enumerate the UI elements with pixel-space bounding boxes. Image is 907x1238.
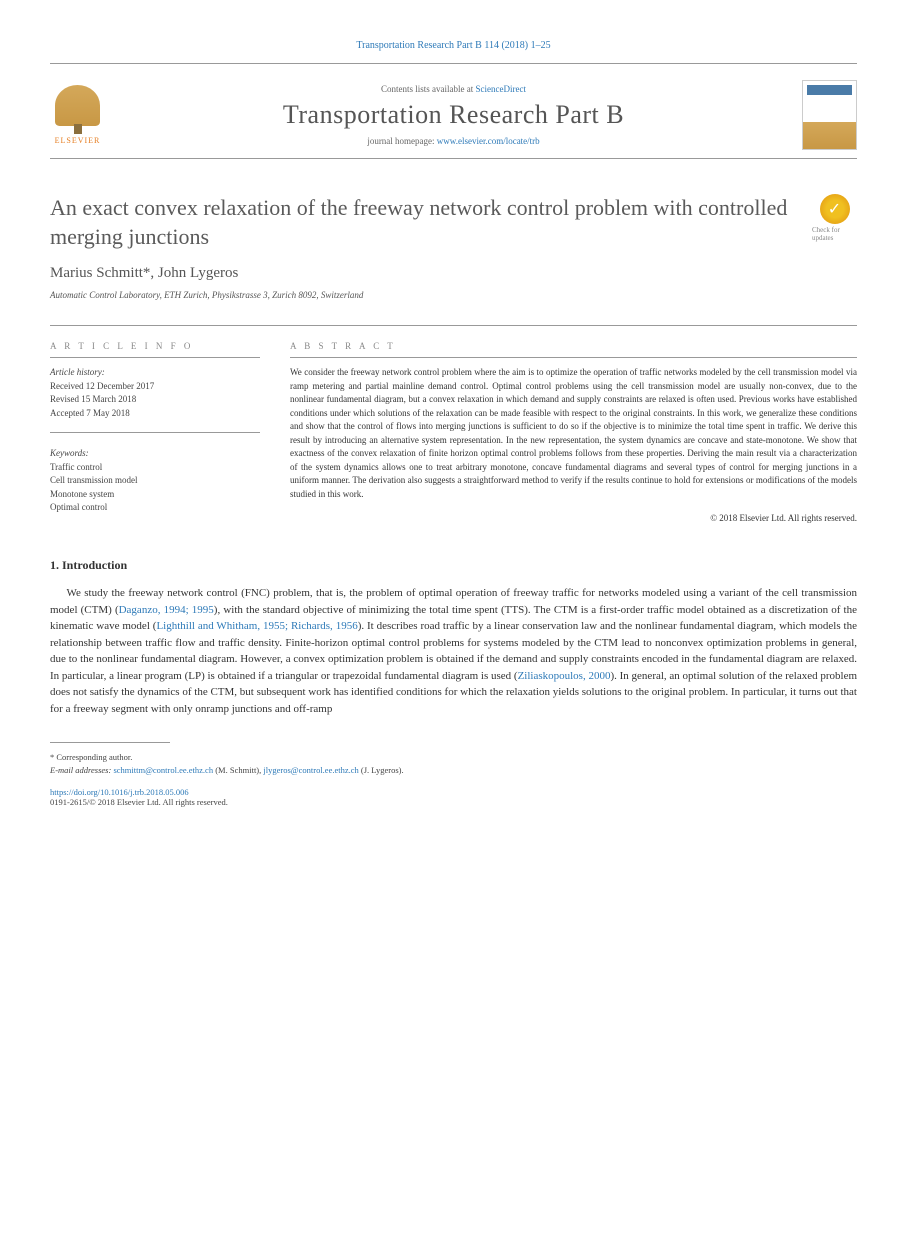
title-section: An exact convex relaxation of the freewa… — [50, 194, 857, 251]
abstract: A B S T R A C T We consider the freeway … — [290, 341, 857, 523]
keywords-label: Keywords: — [50, 447, 260, 461]
introduction-section: 1. Introduction We study the freeway net… — [50, 558, 857, 717]
keyword: Cell transmission model — [50, 474, 260, 488]
check-updates-icon: ✓ — [820, 194, 850, 224]
info-abstract-row: A R T I C L E I N F O Article history: R… — [50, 325, 857, 523]
received-date: Received 12 December 2017 — [50, 380, 260, 394]
citation-link[interactable]: Daganzo, 1994; 1995 — [119, 604, 214, 616]
copyright: © 2018 Elsevier Ltd. All rights reserved… — [290, 513, 857, 523]
doi-link[interactable]: https://doi.org/10.1016/j.trb.2018.05.00… — [50, 787, 189, 797]
sciencedirect-link[interactable]: ScienceDirect — [476, 84, 526, 94]
divider — [50, 63, 857, 64]
email-line: E-mail addresses: schmittm@control.ee.et… — [50, 764, 857, 777]
citation-header: Transportation Research Part B 114 (2018… — [50, 40, 857, 51]
email-link[interactable]: jlygeros@control.ee.ethz.ch — [263, 765, 358, 775]
issn-line: 0191-2615/© 2018 Elsevier Ltd. All right… — [50, 797, 857, 807]
history-label: Article history: — [50, 366, 260, 380]
footnote-separator — [50, 742, 170, 743]
doi-line: https://doi.org/10.1016/j.trb.2018.05.00… — [50, 787, 857, 797]
email-name: (J. Lygeros). — [359, 765, 404, 775]
email-label: E-mail addresses: — [50, 765, 113, 775]
journal-name: Transportation Research Part B — [120, 100, 787, 130]
keyword: Optimal control — [50, 501, 260, 515]
accepted-date: Accepted 7 May 2018 — [50, 407, 260, 421]
citation-link[interactable]: Ziliaskopoulos, 2000 — [518, 670, 611, 682]
corresponding-author: * Corresponding author. — [50, 751, 857, 764]
elsevier-logo: ELSEVIER — [50, 85, 105, 145]
history-block: Article history: Received 12 December 20… — [50, 366, 260, 433]
publisher-name: ELSEVIER — [55, 136, 101, 145]
contents-line: Contents lists available at ScienceDirec… — [120, 84, 787, 94]
article-info: A R T I C L E I N F O Article history: R… — [50, 341, 260, 523]
contents-prefix: Contents lists available at — [381, 84, 475, 94]
revised-date: Revised 15 March 2018 — [50, 393, 260, 407]
authors: Marius Schmitt*, John Lygeros — [50, 265, 857, 282]
introduction-paragraph: We study the freeway network control (FN… — [50, 585, 857, 717]
check-updates-badge[interactable]: ✓ Check for updates — [812, 194, 857, 249]
introduction-heading: 1. Introduction — [50, 558, 857, 573]
keyword: Traffic control — [50, 461, 260, 475]
journal-center: Contents lists available at ScienceDirec… — [120, 84, 787, 146]
abstract-text: We consider the freeway network control … — [290, 366, 857, 501]
keyword: Monotone system — [50, 488, 260, 502]
keywords-block: Keywords: Traffic control Cell transmiss… — [50, 447, 260, 515]
email-link[interactable]: schmittm@control.ee.ethz.ch — [113, 765, 213, 775]
email-name: (M. Schmitt), — [213, 765, 263, 775]
journal-cover-thumb — [802, 80, 857, 150]
affiliation: Automatic Control Laboratory, ETH Zurich… — [50, 290, 857, 300]
abstract-heading: A B S T R A C T — [290, 341, 857, 358]
homepage-link[interactable]: www.elsevier.com/locate/trb — [437, 136, 540, 146]
homepage-prefix: journal homepage: — [367, 136, 436, 146]
article-title: An exact convex relaxation of the freewa… — [50, 194, 792, 251]
journal-header: ELSEVIER Contents lists available at Sci… — [50, 72, 857, 159]
footnote: * Corresponding author. E-mail addresses… — [50, 751, 857, 777]
citation-link[interactable]: Lighthill and Whitham, 1955; Richards, 1… — [156, 620, 357, 632]
homepage-line: journal homepage: www.elsevier.com/locat… — [120, 136, 787, 146]
elsevier-tree-icon — [55, 85, 100, 126]
article-info-heading: A R T I C L E I N F O — [50, 341, 260, 358]
check-updates-label: Check for updates — [812, 226, 857, 242]
